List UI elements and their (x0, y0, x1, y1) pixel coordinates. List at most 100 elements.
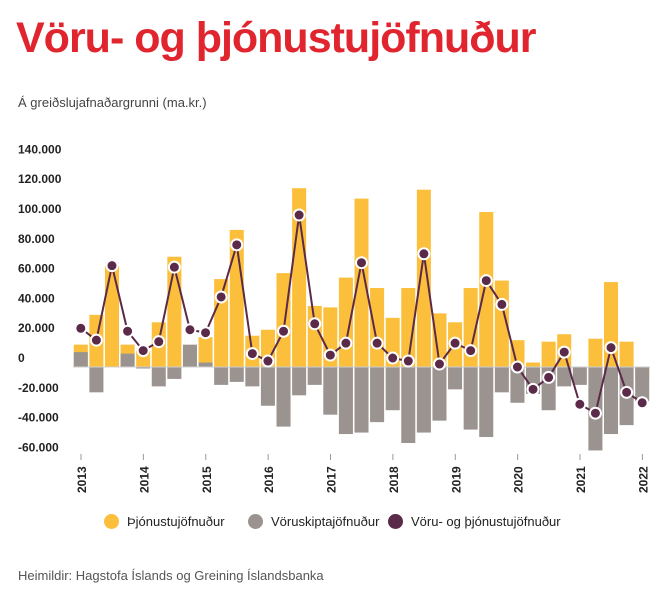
bar-goods (494, 367, 509, 393)
legend-label-goods: Vöruskiptajöfnuður (271, 514, 380, 529)
x-tick-label: 2019 (449, 466, 463, 493)
bar-services (307, 305, 322, 367)
bar-services (104, 265, 120, 367)
bar-services (276, 273, 291, 367)
bar-goods (510, 367, 525, 403)
y-tick-label: 60.000 (18, 262, 55, 276)
bar-goods (463, 367, 478, 430)
bar-goods (557, 367, 572, 387)
point-total (479, 274, 493, 288)
bar-services (526, 362, 541, 367)
bar-goods (370, 367, 385, 423)
bar-goods (338, 367, 353, 435)
bar-services (619, 341, 634, 367)
bar-services (416, 189, 431, 367)
point-total (136, 344, 150, 358)
legend-item-total: Vöru- og þjónustujöfnuður (388, 514, 561, 529)
legend-swatch-services (104, 514, 119, 529)
bar-goods (385, 367, 400, 411)
y-tick-label: 40.000 (18, 291, 55, 305)
bar-goods (635, 367, 650, 402)
legend-label-total: Vöru- og þjónustujöfnuður (411, 514, 561, 529)
point-total (604, 341, 618, 355)
point-total (620, 385, 634, 399)
point-total (573, 397, 587, 411)
point-total (635, 396, 649, 410)
point-total (323, 348, 337, 362)
point-total (526, 382, 540, 396)
point-total (245, 347, 259, 361)
point-total (448, 336, 462, 350)
bar-goods (214, 367, 229, 385)
y-tick-label: -40.000 (18, 411, 59, 425)
legend-label-services: Þjónustujöfnuður (127, 514, 225, 529)
bar-services (370, 288, 385, 367)
bar-services (510, 340, 525, 367)
bar-services (198, 337, 213, 367)
point-total (495, 297, 509, 311)
chart-subtitle: Á greiðslujafnaðargrunni (ma.kr.) (18, 95, 207, 110)
point-total (199, 326, 213, 340)
bar-services (401, 288, 416, 367)
x-tick-label: 2020 (512, 466, 526, 493)
bar-goods (572, 367, 587, 385)
bar-goods (260, 367, 275, 406)
bar-goods (292, 367, 307, 396)
legend-swatch-goods (248, 514, 263, 529)
bar-goods (120, 353, 135, 367)
point-total (308, 317, 322, 331)
source-note: Heimildir: Hagstofa Íslands og Greining … (18, 568, 324, 583)
legend: Þjónustujöfnuður Vöruskiptajöfnuður Vöru… (0, 514, 671, 536)
bar-services (603, 282, 619, 367)
bar-goods (276, 367, 291, 427)
x-tick-label: 2022 (636, 466, 650, 493)
point-total (152, 335, 166, 349)
legend-swatch-total (388, 514, 403, 529)
bar-services (432, 313, 447, 367)
bar-goods (151, 367, 166, 387)
point-total (292, 208, 306, 222)
point-total (464, 344, 478, 358)
y-tick-label: 120.000 (18, 172, 62, 186)
point-total (277, 324, 291, 338)
x-tick-label: 2017 (325, 466, 339, 493)
bar-goods (229, 367, 244, 382)
bar-goods (136, 367, 151, 369)
y-tick-label: -20.000 (18, 381, 59, 395)
y-tick-label: 0 (18, 351, 25, 365)
bar-goods (354, 367, 369, 433)
x-tick-label: 2014 (137, 466, 151, 493)
chart-title: Vöru- og þjónustujöfnuður (16, 14, 537, 62)
bar-goods (416, 367, 431, 433)
bar-goods (401, 367, 416, 443)
point-total (588, 406, 602, 420)
bar-goods (182, 344, 197, 367)
point-total (557, 345, 571, 359)
bar-goods (73, 352, 88, 367)
y-tick-label: 140.000 (18, 142, 62, 156)
bar-goods (448, 367, 463, 390)
point-total (167, 260, 181, 274)
point-total (386, 351, 400, 365)
point-total (183, 323, 197, 337)
y-tick-label: 100.000 (18, 202, 62, 216)
point-total (261, 354, 275, 368)
point-total (355, 256, 368, 270)
y-tick-label: 20.000 (18, 321, 55, 335)
bar-goods (89, 367, 104, 393)
bar-goods (603, 367, 619, 435)
point-total (74, 321, 88, 335)
point-total (214, 290, 228, 304)
bar-goods (432, 367, 447, 421)
point-total (370, 336, 384, 350)
legend-item-goods: Vöruskiptajöfnuður (248, 514, 379, 529)
point-total (401, 354, 415, 368)
point-total (230, 238, 244, 252)
bar-goods (167, 367, 182, 379)
point-total (432, 357, 446, 371)
legend-item-services: Þjónustujöfnuður (104, 514, 225, 529)
x-tick-label: 2015 (200, 466, 214, 493)
y-tick-label: 80.000 (18, 232, 55, 246)
bar-services (588, 338, 603, 367)
